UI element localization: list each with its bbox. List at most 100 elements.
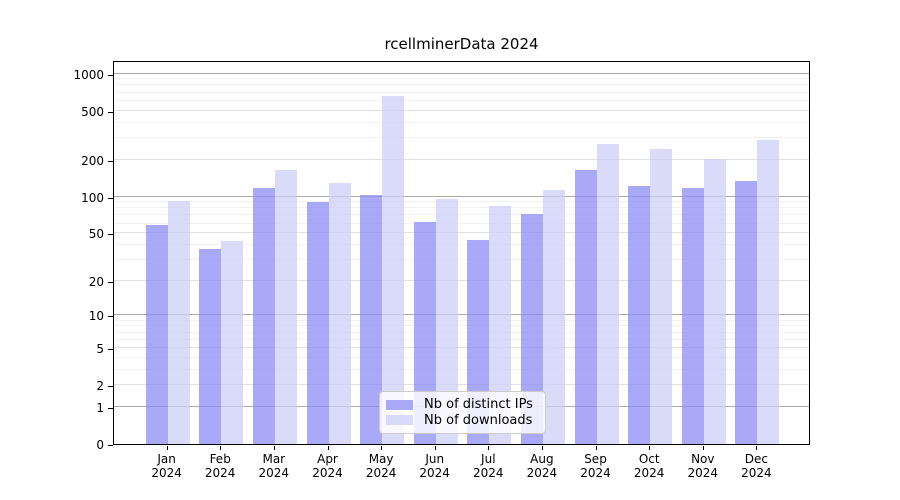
bar-mar-2024-distinct-ips [252,187,275,444]
y-tick-200 [108,160,113,162]
bar-jan-2024-downloads [167,200,190,444]
y-tick-label-10: 10 [88,309,104,324]
x-tick-label-oct-2024: Oct 2024 [633,452,665,480]
y-tick-10 [108,316,113,318]
bar-sep-2024-downloads [596,144,619,444]
x-tick-label-mar-2024: Mar 2024 [258,452,290,480]
gridline-1000 [114,72,809,74]
x-tick-aug-2024 [541,446,543,450]
x-tick-mar-2024 [273,446,275,450]
y-tick-label-20: 20 [88,274,104,289]
bar-nov-2024-distinct-ips [681,187,704,444]
bar-aug-2024-downloads [542,190,565,444]
gridline-300 [114,136,809,138]
legend: Nb of distinct IPs Nb of downloads [379,391,546,434]
bar-jan-2024-distinct-ips [145,225,168,444]
gridline-6 [114,338,809,340]
gridline-40 [114,243,809,245]
chart-title: rcellminerData 2024 [384,35,539,53]
gridline-8 [114,325,809,327]
y-tick-label-50: 50 [88,227,104,242]
gridline-200 [114,158,809,160]
x-tick-label-apr-2024: Apr 2024 [312,452,343,480]
bar-jun-2024-downloads [435,199,458,444]
x-tick-jan-2024 [166,446,168,450]
bar-sep-2024-distinct-ips [574,169,597,444]
x-tick-label-sep-2024: Sep 2024 [580,452,611,480]
bar-feb-2024-distinct-ips [199,248,222,444]
gridline-90 [114,201,809,203]
legend-swatch-downloads [386,415,413,426]
y-tick-label-0: 0 [96,438,104,452]
y-tick-500 [108,111,113,113]
gridline-60 [114,222,809,224]
bar-may-2024-distinct-ips [360,195,383,444]
bar-oct-2024-distinct-ips [628,185,651,444]
gridline-5 [114,346,809,348]
gridline-4 [114,356,809,358]
legend-swatch-distinct-ips [386,399,413,410]
gridline-500 [114,109,809,111]
plot-area [113,61,810,445]
x-tick-label-jul-2024: Jul 2024 [473,452,504,480]
bar-mar-2024-downloads [274,169,297,444]
y-tick-2 [108,386,113,388]
x-tick-label-jan-2024: Jan 2024 [151,452,182,480]
x-tick-apr-2024 [327,446,329,450]
bar-may-2024-downloads [382,96,405,444]
y-tick-0 [108,445,113,446]
gridline-100 [114,195,809,197]
bar-nov-2024-downloads [703,159,726,444]
x-tick-label-dec-2024: Dec 2024 [741,452,772,480]
bar-jul-2024-downloads [489,206,512,444]
bar-feb-2024-downloads [221,241,244,444]
y-tick-label-1000: 1000 [73,67,104,82]
y-tick-1 [108,407,113,409]
legend-item-distinct-ips: Nb of distinct IPs [386,397,537,412]
y-tick-1000 [108,74,113,76]
y-tick-label-100: 100 [81,190,104,205]
x-tick-label-feb-2024: Feb 2024 [204,452,236,480]
x-tick-oct-2024 [649,446,651,450]
bar-dec-2024-distinct-ips [735,180,758,444]
gridline-400 [114,121,809,123]
y-tick-label-2: 2 [96,379,104,394]
y-tick-5 [108,348,113,350]
bar-apr-2024-distinct-ips [306,201,329,444]
gridline-20 [114,279,809,281]
y-tick-label-1: 1 [96,400,104,415]
y-tick-20 [108,281,113,283]
legend-label-distinct-ips: Nb of distinct IPs [424,397,533,413]
y-tick-50 [108,234,113,236]
legend-label-downloads: Nb of downloads [424,412,533,428]
bar-oct-2024-downloads [650,149,673,444]
x-tick-feb-2024 [220,446,222,450]
gridline-80 [114,207,809,209]
y-tick-label-500: 500 [81,104,104,119]
gridline-9 [114,319,809,321]
gridline-700 [114,91,809,93]
gridline-3 [114,368,809,370]
bar-jun-2024-distinct-ips [413,221,436,444]
bar-dec-2024-downloads [757,140,780,444]
gridline-800 [114,84,809,86]
x-tick-nov-2024 [702,446,704,450]
x-tick-sep-2024 [595,446,597,450]
x-tick-jun-2024 [434,446,436,450]
gridline-2 [114,384,809,386]
gridline-7 [114,331,809,333]
gridline-600 [114,99,809,101]
x-tick-may-2024 [381,446,383,450]
x-tick-label-may-2024: May 2024 [365,452,397,480]
x-tick-jul-2024 [488,446,490,450]
legend-item-downloads: Nb of downloads [386,413,537,428]
bar-aug-2024-distinct-ips [520,213,543,444]
gridline-30 [114,258,809,260]
gridline-900 [114,78,809,80]
y-tick-label-5: 5 [96,341,104,356]
gridline-70 [114,214,809,216]
gridline-10 [114,314,809,316]
x-tick-label-nov-2024: Nov 2024 [687,452,719,480]
x-tick-dec-2024 [756,446,758,450]
